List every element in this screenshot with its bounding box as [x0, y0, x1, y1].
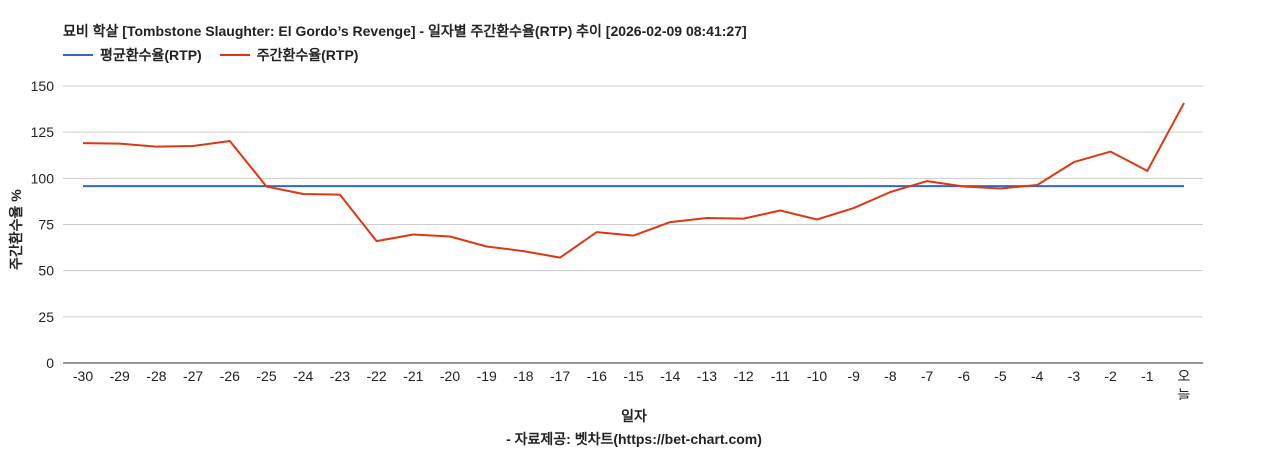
x-tick-label: -5 — [994, 368, 1007, 384]
legend-item-weekly-rtp[interactable]: 주간환수율(RTP) — [219, 45, 359, 65]
x-tick-label: -11 — [771, 368, 790, 384]
x-axis-title: 일자 — [621, 408, 647, 424]
y-tick-label: 75 — [38, 217, 54, 233]
x-tick-label: -17 — [550, 368, 570, 384]
x-tick-label: -28 — [146, 368, 166, 384]
x-tick-label: -26 — [220, 368, 240, 384]
x-tick-label: -18 — [513, 368, 533, 384]
x-tick-label: -9 — [847, 368, 860, 384]
y-tick-label: 150 — [31, 78, 55, 94]
legend-swatch-red-icon — [219, 54, 250, 56]
x-tick-label: -6 — [958, 368, 971, 384]
x-tick-label: -29 — [110, 368, 130, 384]
x-tick-label: -12 — [733, 368, 753, 384]
y-tick-label: 0 — [46, 355, 54, 371]
legend-label: 주간환수율(RTP) — [256, 47, 359, 63]
x-tick-label: -23 — [330, 368, 350, 384]
x-tick-label: -4 — [1031, 368, 1044, 384]
x-tick-label: -21 — [403, 368, 423, 384]
y-tick-label: 100 — [31, 170, 55, 186]
gridlines — [63, 85, 1203, 364]
x-tick-label: -15 — [623, 368, 643, 384]
x-tick-label: -16 — [587, 368, 607, 384]
series-lines — [82, 102, 1185, 259]
x-tick-label: -8 — [884, 368, 897, 384]
weekly-rtp-line[interactable] — [82, 102, 1185, 259]
plot-area: 0 25 50 75 100 125 150 -30 -29 -28 -27 -26 -25 -24 -2… — [31, 78, 1203, 400]
x-tick-label: -19 — [477, 368, 497, 384]
x-tick-label: -10 — [807, 368, 827, 384]
chart-legend: 평균환수율(RTP) 주간환수율(RTP) — [63, 45, 376, 65]
x-axis-ticks: -30 -29 -28 -27 -26 -25 -24 -23 -22 -21 -20 -19 -18 -… — [73, 368, 1191, 400]
legend-label: 평균환수율(RTP) — [100, 47, 202, 63]
x-tick-label: -3 — [1068, 368, 1081, 384]
y-tick-label: 125 — [31, 124, 55, 140]
x-tick-label: -24 — [293, 368, 313, 384]
legend-swatch-blue-icon — [63, 54, 93, 56]
x-tick-label: -1 — [1141, 368, 1154, 384]
x-tick-label: -20 — [440, 368, 460, 384]
x-tick-label: -14 — [660, 368, 680, 384]
x-tick-label: -2 — [1104, 368, 1117, 384]
y-axis-ticks: 0 25 50 75 100 125 150 — [31, 78, 55, 371]
chart-title: 묘비 학살 [Tombstone Slaughter: El Gordo’s R… — [63, 23, 747, 39]
y-tick-label: 25 — [38, 309, 54, 325]
legend-item-average-rtp[interactable]: 평균환수율(RTP) — [63, 45, 202, 65]
x-tick-label: -30 — [73, 368, 93, 384]
x-tick-label: -27 — [183, 368, 203, 384]
x-tick-label: -22 — [366, 368, 386, 384]
source-credit: - 자료제공: 벳차트(https://bet-chart.com) — [506, 431, 762, 447]
x-tick-label: -13 — [697, 368, 717, 384]
x-tick-label: -25 — [256, 368, 276, 384]
y-tick-label: 50 — [38, 263, 54, 279]
x-tick-label: -7 — [921, 368, 934, 384]
